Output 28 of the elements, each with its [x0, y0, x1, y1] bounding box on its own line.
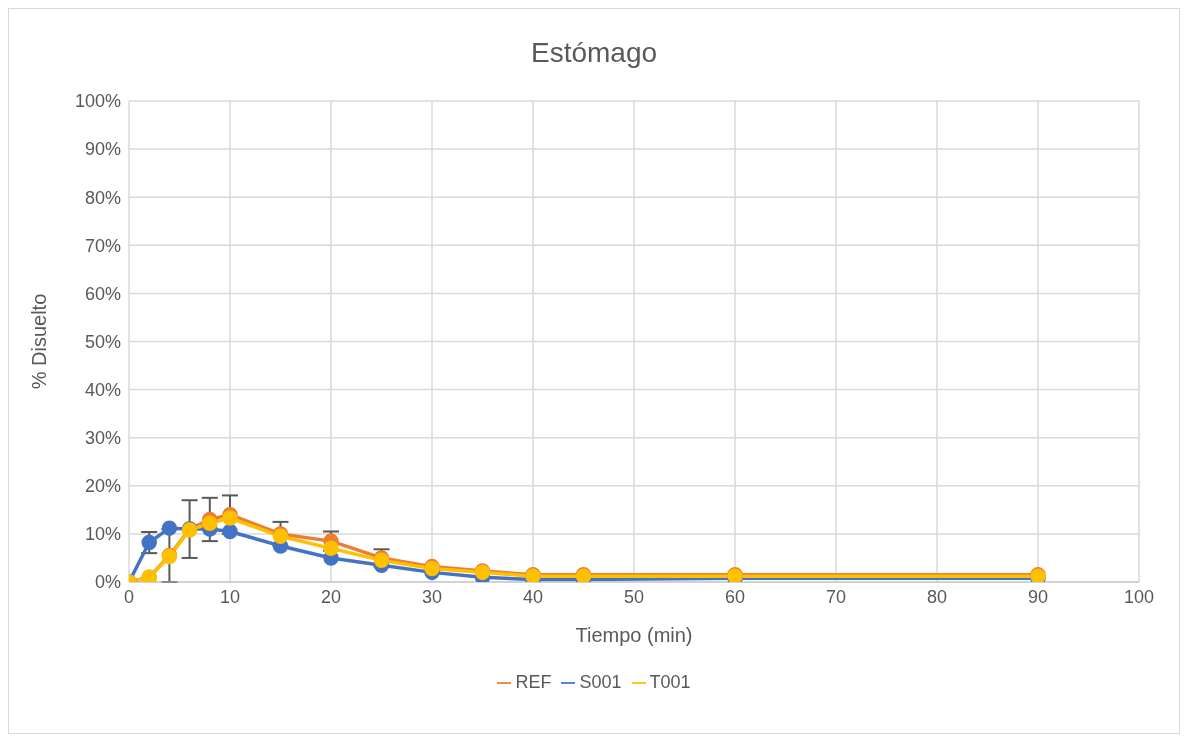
x-tick-label: 50	[623, 586, 645, 607]
legend-label: REF	[515, 672, 552, 692]
y-tick-label: 90%	[84, 139, 121, 160]
y-tick-label: 20%	[84, 476, 121, 497]
x-axis-title: Tiempo (min)	[575, 624, 693, 646]
x-tick-label: 60	[724, 586, 746, 607]
y-tick-label: 40%	[84, 379, 121, 400]
x-tick-label: 90	[1027, 586, 1049, 607]
legend-label: T001	[649, 672, 691, 692]
y-tick-label: 30%	[84, 428, 121, 449]
y-tick-label: 50%	[84, 331, 121, 352]
x-tick-label: 0	[123, 586, 135, 607]
y-tick-label: 70%	[84, 235, 121, 256]
x-tick-label: 40	[522, 586, 544, 607]
y-tick-label: 100%	[74, 91, 121, 112]
chart-title: Estómago	[529, 37, 659, 69]
y-axis-title: % Disuelto	[28, 293, 51, 390]
x-tick-label: 20	[320, 586, 342, 607]
x-tick-label: 30	[421, 586, 443, 607]
legend-label: S001	[579, 672, 622, 692]
y-tick-label: 0%	[94, 572, 121, 593]
y-tick-label: 10%	[84, 524, 121, 545]
x-tick-label: 70	[825, 586, 847, 607]
y-tick-label: 60%	[84, 283, 121, 304]
y-tick-label: 80%	[84, 187, 121, 208]
x-tick-label: 80	[926, 586, 948, 607]
x-tick-label: 10	[219, 586, 241, 607]
x-tick-label: 100	[1123, 586, 1155, 607]
